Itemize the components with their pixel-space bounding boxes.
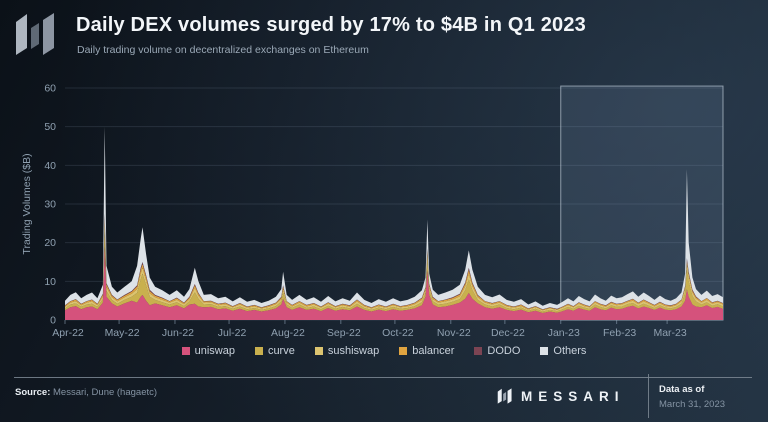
x-tick-label: Jul-22 (218, 327, 247, 339)
x-tick-label: Mar-23 (653, 327, 686, 339)
y-tick-label: 50 (44, 121, 56, 133)
x-tick-label: Oct-22 (382, 327, 414, 339)
legend-label-sushiswap: sushiswap (327, 345, 380, 357)
y-tick-label: 0 (50, 315, 56, 327)
y-axis-title: Trading Volumes ($B) (21, 153, 33, 254)
y-tick-label: 10 (44, 276, 56, 288)
source-value: Messari, Dune (hagaetc) (50, 387, 158, 398)
y-tick-label: 60 (44, 83, 56, 95)
legend-item-uniswap: uniswap (181, 345, 235, 357)
legend-item-DODO: DODO (474, 345, 520, 357)
x-tick-label: Nov-22 (437, 327, 471, 339)
messari-logo-small-icon (497, 388, 512, 404)
legend-label-DODO: DODO (487, 345, 521, 357)
data-as-of-date: March 31, 2023 (659, 399, 726, 410)
legend-swatch-sushiswap (314, 347, 323, 355)
legend-label-curve: curve (267, 345, 295, 357)
legend-swatch-Others (540, 347, 549, 355)
y-tick-label: 20 (44, 237, 56, 249)
x-tick-label: Apr-22 (52, 327, 84, 339)
legend-item-balancer: balancer (399, 345, 454, 357)
source-note: Source: Messari, Dune (hagaetc) (15, 387, 157, 398)
legend-label-balancer: balancer (412, 345, 455, 357)
legend-label-uniswap: uniswap (194, 345, 235, 357)
y-tick-label: 40 (44, 160, 56, 172)
chart-legend: uniswap curve sushiswap balancer DODO Others (0, 345, 768, 357)
legend-swatch-curve (254, 347, 263, 355)
x-tick-label: Aug-22 (271, 327, 305, 339)
legend-swatch-balancer (399, 347, 408, 355)
messari-logo-icon (16, 13, 54, 55)
footer-vertical-divider (648, 374, 649, 418)
legend-swatch-uniswap (181, 347, 190, 355)
x-tick-label: May-22 (105, 327, 140, 339)
page-subtitle: Daily trading volume on decentralized ex… (77, 44, 369, 56)
x-tick-label: Dec-22 (491, 327, 525, 339)
brand-name: MESSARI (521, 388, 625, 404)
source-label: Source: (15, 387, 51, 398)
legend-item-Others: Others (540, 345, 586, 357)
legend-item-sushiswap: sushiswap (314, 345, 380, 357)
messari-wordmark: MESSARI (497, 388, 625, 404)
x-tick-label: Jun-22 (162, 327, 194, 339)
legend-swatch-DODO (474, 347, 483, 355)
legend-item-curve: curve (254, 345, 295, 357)
footer-divider (14, 377, 752, 378)
q1-2023-highlight-box (560, 85, 724, 321)
area-Others (65, 126, 723, 310)
page-title: Daily DEX volumes surged by 17% to $4B i… (76, 14, 586, 36)
data-as-of-label: Data as of (659, 384, 705, 395)
y-tick-label: 30 (44, 199, 56, 211)
area-uniswap (65, 246, 723, 320)
x-tick-label: Sep-22 (327, 327, 361, 339)
x-tick-label: Jan-23 (548, 327, 580, 339)
legend-label-Others: Others (553, 345, 587, 357)
x-tick-label: Feb-23 (603, 327, 636, 339)
